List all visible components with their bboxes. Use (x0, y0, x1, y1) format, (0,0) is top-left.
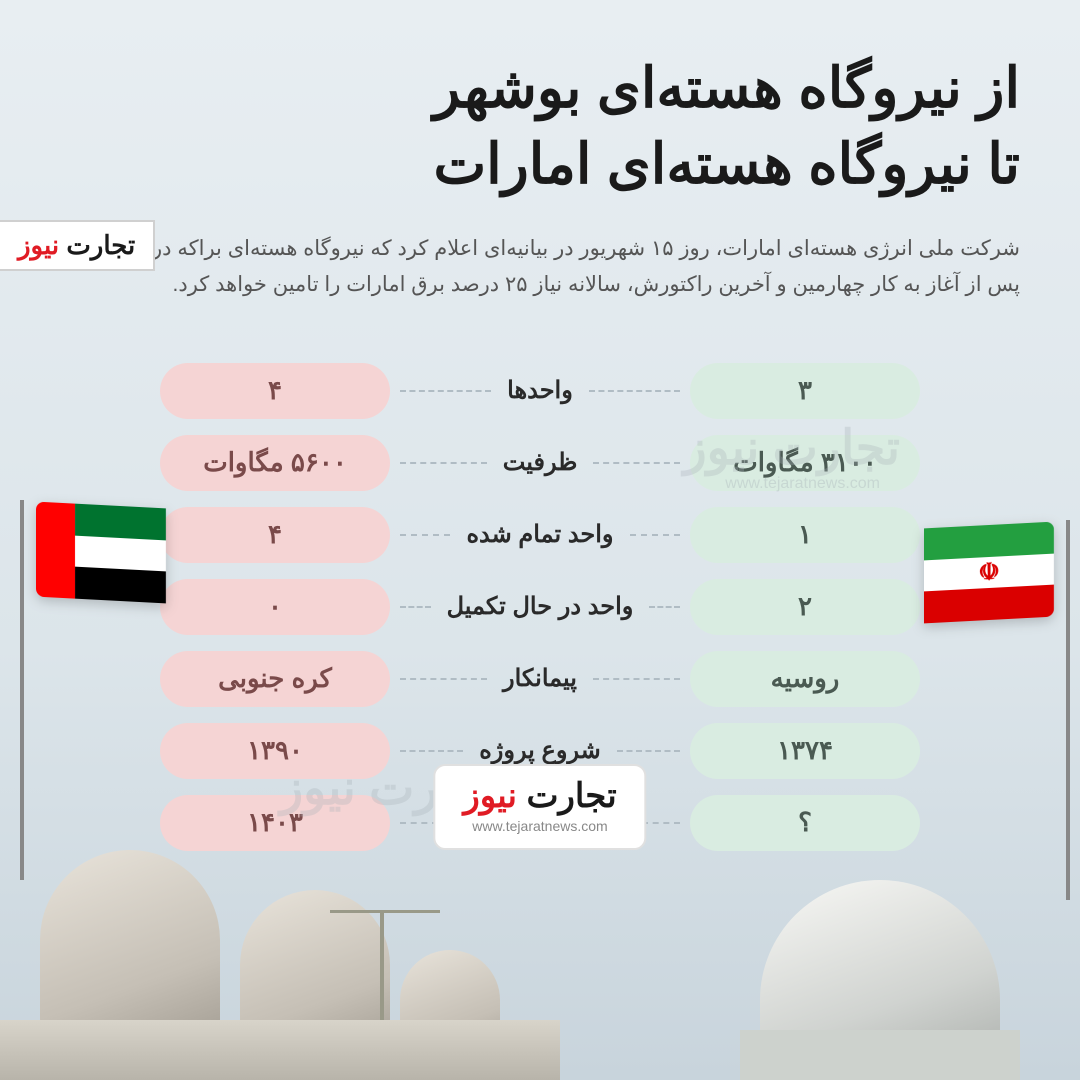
table-row: ۲ واحد در حال تکمیل ۰ (130, 579, 950, 635)
row-label-col: ظرفیت (390, 448, 690, 477)
row-label-col: واحدها (390, 376, 690, 405)
uae-value: ۰ (160, 579, 390, 635)
iran-value: ۱۳۷۴ (690, 723, 920, 779)
row-label: ظرفیت (497, 448, 584, 477)
row-label-col: واحد تمام شده (390, 520, 690, 549)
iran-emblem-icon: ☫ (978, 557, 1000, 587)
uae-value: ۱۳۹۰ (160, 723, 390, 779)
iran-value: روسیه (690, 651, 920, 707)
header: از نیروگاه هسته‌ای بوشهر تا نیروگاه هسته… (0, 0, 1080, 323)
uae-flag-cloth (36, 502, 166, 604)
bushehr-plant-icon (740, 880, 1020, 1080)
brand-word1: تجارت (66, 230, 135, 260)
row-label: واحد در حال تکمیل (441, 592, 640, 621)
row-label-col: واحد در حال تکمیل (390, 592, 690, 621)
row-label: واحد تمام شده (460, 520, 619, 549)
row-label-col: پیمانکار (390, 664, 690, 693)
iran-flag-cloth: ☫ (924, 522, 1054, 624)
row-label-col: شروع پروژه (390, 736, 690, 765)
table-row: ۱ واحد تمام شده ۴ (130, 507, 950, 563)
uae-value: ۵۶۰۰ مگاوات (160, 435, 390, 491)
uae-plant-icon (0, 850, 520, 1080)
brand-word2: نیوز (18, 230, 59, 260)
iran-value: ۲ (690, 579, 920, 635)
uae-value: ۴ (160, 507, 390, 563)
crane-icon (380, 910, 384, 1020)
iran-value: ۳ (690, 363, 920, 419)
top-logo-badge: تجارت نیوز (0, 220, 155, 271)
uae-value: کره جنوبی (160, 651, 390, 707)
bottom-brand-text: تجارت نیوز (463, 776, 616, 816)
row-label: شروع پروژه (473, 736, 607, 765)
title-line1: از نیروگاه هسته‌ای بوشهر (60, 50, 1020, 126)
buildings-illustration (0, 820, 1080, 1080)
page-title: از نیروگاه هسته‌ای بوشهر تا نیروگاه هسته… (60, 50, 1020, 201)
row-label: واحدها (501, 376, 579, 405)
bottom-brand-card: تجارت نیوز www.tejaratnews.com (433, 764, 646, 850)
subtitle-text: شرکت ملی انرژی هسته‌ای امارات، روز ۱۵ شه… (60, 231, 1020, 302)
row-label: پیمانکار (497, 664, 583, 693)
title-line2: تا نیروگاه هسته‌ای امارات (60, 126, 1020, 202)
table-row: روسیه پیمانکار کره جنوبی (130, 651, 950, 707)
table-row: ۳ واحدها ۴ (130, 363, 950, 419)
bottom-brand-url: www.tejaratnews.com (463, 818, 616, 834)
watermark-url-1: www.tejaratnews.com (725, 475, 880, 493)
iran-value: ۱ (690, 507, 920, 563)
uae-value: ۴ (160, 363, 390, 419)
